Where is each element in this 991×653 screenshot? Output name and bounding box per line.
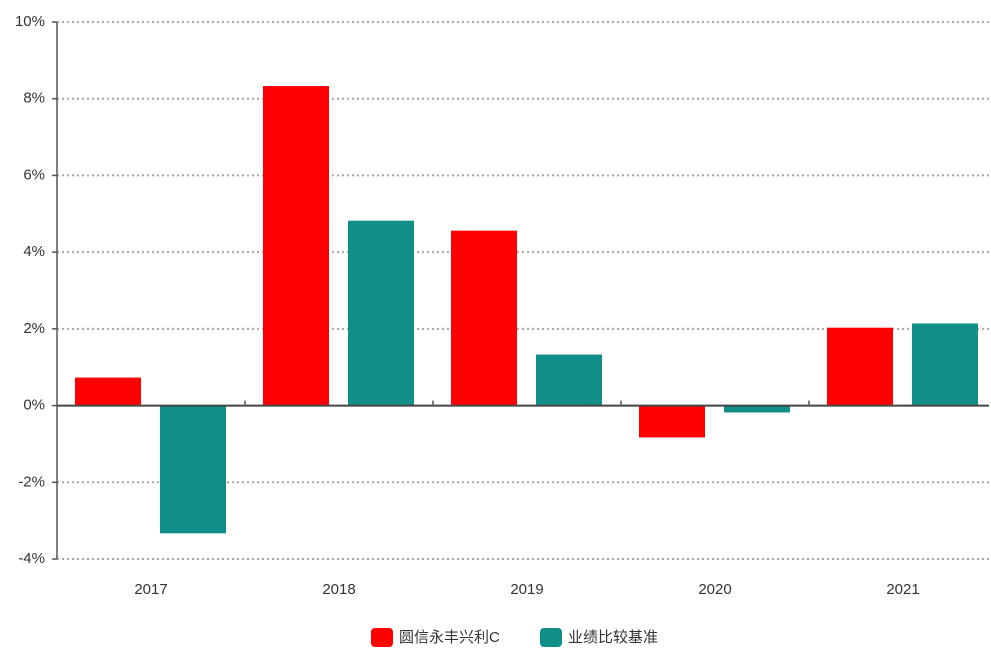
y-tick-label: 2% (23, 320, 45, 337)
bar-series-2-2017 (160, 405, 226, 534)
bar-series-2-2019 (536, 354, 602, 406)
bar-series-1-2018 (263, 86, 329, 406)
legend-item-series-1: 圆信永丰兴利C (371, 628, 500, 647)
y-tick-label: -2% (18, 473, 45, 490)
bar-series-1-2019 (451, 230, 517, 406)
x-tick-label: 2020 (698, 581, 731, 598)
legend-label-series-2: 业绩比较基准 (568, 628, 658, 646)
bar-series-2-2021 (912, 323, 978, 406)
legend-item-series-2: 业绩比较基准 (540, 628, 658, 647)
x-tick-label: 2021 (886, 581, 919, 598)
y-tick-label: 6% (23, 166, 45, 183)
legend-swatch-series-1 (371, 628, 393, 647)
bar-series-2-2018 (348, 220, 414, 406)
y-axis: 10% 8% 6% 4% 2% 0% -2% -4% (15, 13, 58, 567)
y-tick-label: 8% (23, 90, 45, 107)
bars (75, 86, 978, 534)
y-tick-label: 0% (23, 397, 45, 414)
x-axis: 2017 2018 2019 2020 2021 (57, 400, 989, 598)
x-tick-label: 2018 (322, 581, 355, 598)
legend: 圆信永丰兴利C 业绩比较基准 (371, 628, 658, 647)
bar-series-2-2020 (724, 405, 790, 413)
y-tick-label: 10% (15, 13, 45, 30)
legend-swatch-series-2 (540, 628, 562, 647)
x-tick-label: 2017 (134, 581, 167, 598)
legend-label-series-1: 圆信永丰兴利C (399, 629, 500, 646)
bar-series-1-2017 (75, 377, 141, 406)
x-tick-label: 2019 (510, 581, 543, 598)
bar-series-1-2020 (639, 405, 705, 438)
bar-series-1-2021 (827, 327, 893, 406)
y-tick-label: 4% (23, 243, 45, 260)
y-tick-label: -4% (18, 550, 45, 567)
